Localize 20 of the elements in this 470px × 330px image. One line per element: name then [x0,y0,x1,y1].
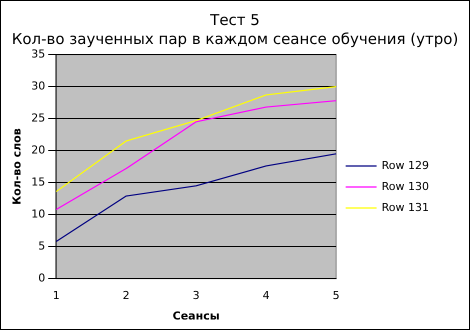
chart-subtitle: Кол-во заученных пар в каждом сеансе обучения (утро) [10,30,460,49]
y-tick-label: 10 [31,207,46,220]
y-axis-title: Кол-во слов [10,128,24,205]
y-tick-label: 25 [31,111,46,124]
x-axis-title: Сеансы [172,309,220,322]
legend-label: Row 131 [382,200,430,214]
y-tick-label: 15 [31,175,46,188]
x-tick-label: 3 [192,289,200,302]
chart-title: Тест 5 [209,11,261,30]
x-tick-label: 4 [262,289,270,302]
y-tick-label: 30 [31,79,46,92]
x-tick-label: 2 [122,289,130,302]
legend-label: Row 129 [382,158,430,172]
y-tick-label: 5 [38,239,46,252]
y-tick-label: 20 [31,143,46,156]
x-tick-label: 5 [332,289,340,302]
y-tick-label: 35 [31,47,46,60]
y-tick-label: 0 [38,271,46,284]
legend-label: Row 130 [382,180,430,193]
x-tick-label: 1 [52,289,60,302]
